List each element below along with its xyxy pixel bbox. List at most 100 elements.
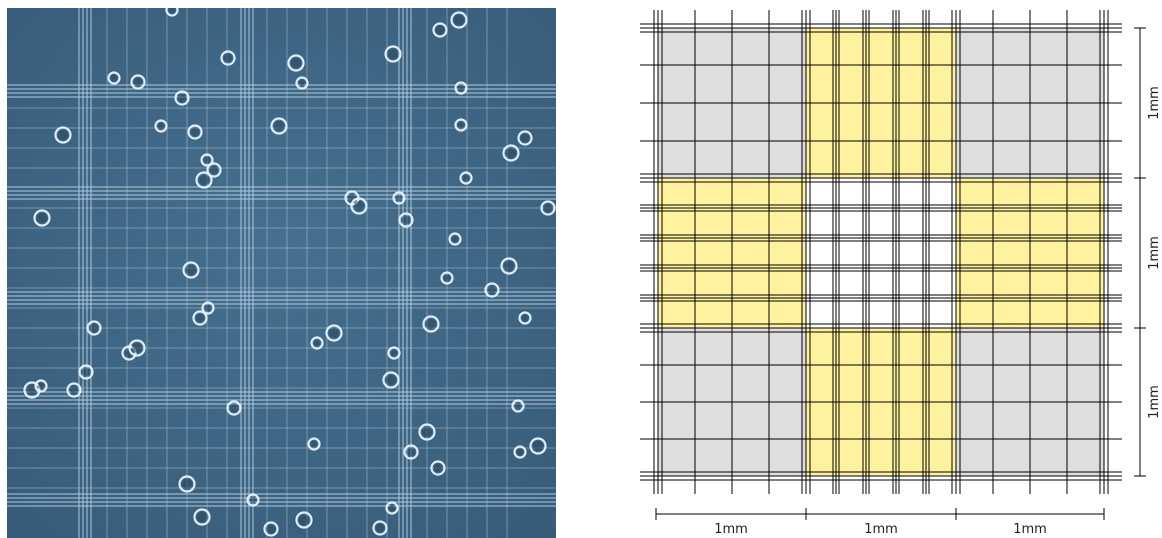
cell-ring bbox=[392, 191, 406, 205]
cell-body bbox=[463, 175, 469, 181]
cell-ring bbox=[459, 171, 473, 185]
cell-body bbox=[329, 328, 339, 338]
cell-body bbox=[452, 236, 458, 242]
cell-ring bbox=[128, 339, 146, 357]
cell-body bbox=[37, 213, 47, 223]
cell-ring bbox=[34, 379, 48, 393]
cell-ring bbox=[502, 144, 520, 162]
cell-ring bbox=[454, 118, 468, 132]
cell-body bbox=[544, 204, 552, 212]
cell-ring bbox=[154, 119, 168, 133]
diagram-grid-lines bbox=[640, 10, 1122, 494]
cell-ring bbox=[430, 460, 446, 476]
cell-ring bbox=[372, 520, 388, 536]
cell-ring bbox=[529, 437, 547, 455]
cell-ring bbox=[385, 501, 399, 515]
cell-body bbox=[274, 121, 284, 131]
cell-body bbox=[533, 441, 543, 451]
cell-body bbox=[454, 15, 464, 25]
cell-body bbox=[169, 8, 175, 13]
cell-ring bbox=[220, 50, 236, 66]
cell-body bbox=[522, 315, 528, 321]
cell-ring bbox=[422, 315, 440, 333]
cell-ring bbox=[193, 508, 211, 526]
cell-body bbox=[517, 449, 523, 455]
cell-body bbox=[191, 128, 199, 136]
cell-ring bbox=[384, 45, 402, 63]
cell-ring bbox=[192, 310, 208, 326]
cell-ring bbox=[287, 54, 305, 72]
micrograph-cells bbox=[23, 8, 556, 537]
cell-body bbox=[199, 175, 209, 185]
cell-body bbox=[90, 324, 98, 332]
cell-ring bbox=[107, 71, 121, 85]
cell-body bbox=[488, 286, 496, 294]
cell-ring bbox=[398, 212, 414, 228]
cell-ring bbox=[517, 130, 533, 146]
cell-ring bbox=[295, 76, 309, 90]
cell-ring bbox=[263, 521, 279, 537]
cell-ring bbox=[195, 171, 213, 189]
scale-x-label-2: 1mm bbox=[864, 522, 898, 537]
cell-body bbox=[134, 78, 142, 86]
cell-body bbox=[458, 85, 464, 91]
scale-y-label-3: 1mm bbox=[1147, 385, 1162, 419]
cell-ring bbox=[387, 346, 401, 360]
cell-ring bbox=[511, 399, 525, 413]
cell-body bbox=[158, 123, 164, 129]
micrograph-grid-lines bbox=[7, 8, 556, 538]
cell-ring bbox=[325, 324, 343, 342]
vertical-scale-bar bbox=[1134, 27, 1146, 477]
cell-ring bbox=[448, 232, 462, 246]
cell-ring bbox=[201, 301, 215, 315]
cell-body bbox=[388, 49, 398, 59]
cell-body bbox=[111, 75, 117, 81]
cell-ring bbox=[513, 445, 527, 459]
scale-y-label-1: 1mm bbox=[1147, 86, 1162, 120]
counting-chamber-diagram: 1mm 1mm 1mm 1mm 1mm 1mm bbox=[640, 10, 1162, 537]
cell-ring bbox=[178, 475, 196, 493]
cell-ring bbox=[307, 437, 321, 451]
cell-body bbox=[391, 350, 397, 356]
cell-body bbox=[230, 404, 238, 412]
cell-body bbox=[178, 94, 186, 102]
cell-body bbox=[402, 216, 410, 224]
cell-body bbox=[407, 448, 415, 456]
cell-ring bbox=[403, 444, 419, 460]
cell-body bbox=[210, 166, 218, 174]
cell-body bbox=[396, 195, 402, 201]
cell-body bbox=[182, 479, 192, 489]
scale-y-label-2: 1mm bbox=[1147, 236, 1162, 270]
cell-ring bbox=[165, 8, 179, 17]
cell-ring bbox=[23, 381, 41, 399]
cell-body bbox=[205, 305, 211, 311]
cell-ring bbox=[187, 124, 203, 140]
cell-body bbox=[426, 319, 436, 329]
cell-ring bbox=[454, 81, 468, 95]
cell-ring bbox=[33, 209, 51, 227]
cell-body bbox=[314, 340, 320, 346]
cell-ring bbox=[206, 162, 222, 178]
cell-body bbox=[299, 515, 309, 525]
cell-body bbox=[204, 157, 210, 163]
cell-body bbox=[38, 383, 44, 389]
cell-body bbox=[434, 464, 442, 472]
cell-ring bbox=[310, 336, 324, 350]
cell-body bbox=[196, 314, 204, 322]
cell-body bbox=[27, 385, 37, 395]
cell-body bbox=[376, 524, 384, 532]
cell-ring bbox=[500, 257, 518, 275]
cell-body bbox=[58, 130, 68, 140]
cell-body bbox=[267, 525, 275, 533]
cell-ring bbox=[540, 200, 556, 216]
cell-body bbox=[311, 441, 317, 447]
cell-body bbox=[389, 505, 395, 511]
cell-body bbox=[515, 403, 521, 409]
cell-body bbox=[197, 512, 207, 522]
horizontal-scale-bar bbox=[655, 508, 1105, 520]
cell-body bbox=[70, 386, 78, 394]
cell-ring bbox=[484, 282, 500, 298]
cell-body bbox=[299, 80, 305, 86]
cell-ring bbox=[518, 311, 532, 325]
hemocytometer-micrograph bbox=[7, 8, 556, 538]
